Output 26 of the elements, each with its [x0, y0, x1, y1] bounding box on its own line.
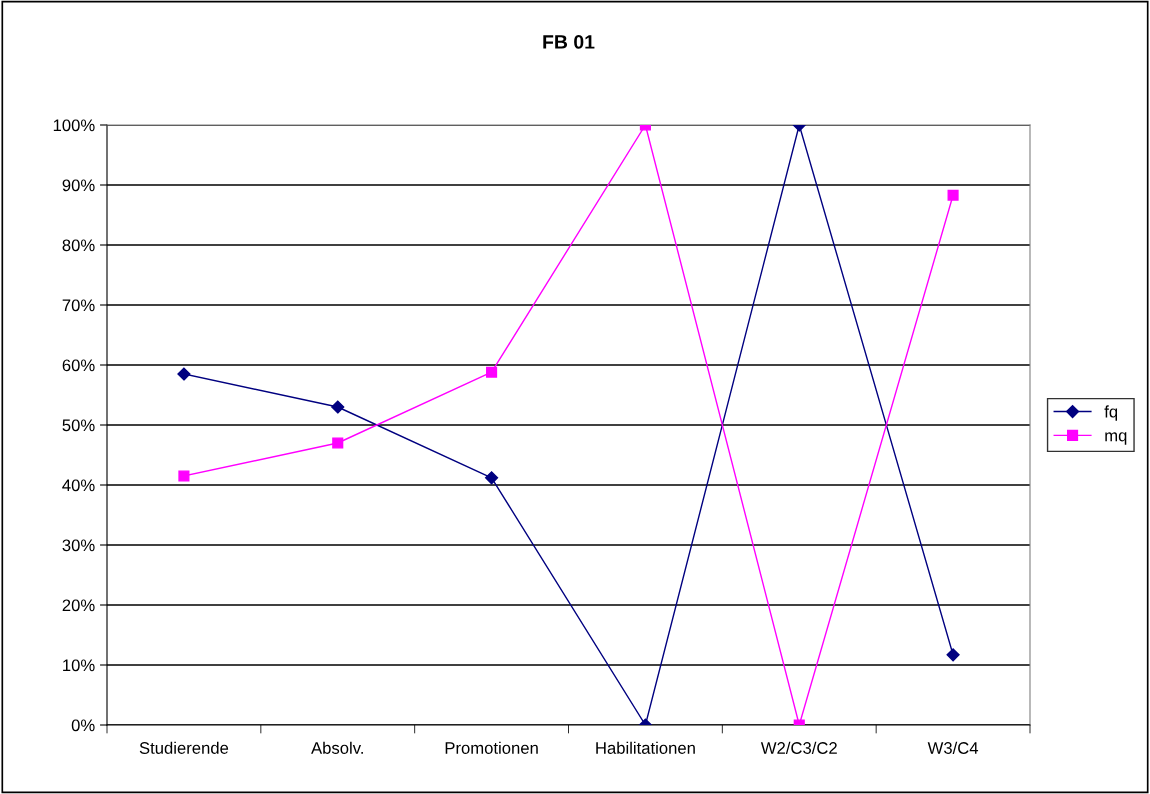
- point: [484, 471, 499, 485]
- x-tick-label: W3/C4: [927, 741, 979, 754]
- x-tick-label: Absolv.: [311, 741, 363, 754]
- point: [486, 366, 498, 378]
- legend-label: mq: [1105, 432, 1127, 445]
- x-tick-label: Studierende: [139, 741, 229, 754]
- y-tick-label: 30%: [62, 539, 95, 552]
- legend-label: fq: [1104, 405, 1118, 421]
- x-tick-label: Habilitationen: [596, 741, 695, 754]
- y-tick-label: 0%: [71, 719, 95, 732]
- point: [178, 470, 190, 482]
- x-tick-label: W2/C3/C2: [760, 741, 837, 754]
- y-tick-label: 50%: [62, 419, 95, 432]
- y-tick-label: 70%: [62, 299, 95, 312]
- chart-title: FB 01: [543, 35, 595, 49]
- y-tick-label: 100%: [53, 119, 95, 132]
- y-tick-label: 10%: [63, 659, 95, 672]
- point: [177, 367, 191, 381]
- x-tick-label: Promotionen: [445, 741, 538, 754]
- point: [332, 437, 344, 449]
- y-tick-label: 40%: [62, 479, 95, 492]
- y-tick-label: 90%: [62, 179, 95, 192]
- y-tick-label: 20%: [62, 599, 95, 612]
- y-tick-label: 60%: [62, 359, 95, 372]
- point: [331, 400, 345, 414]
- y-tick-label: 80%: [62, 239, 95, 252]
